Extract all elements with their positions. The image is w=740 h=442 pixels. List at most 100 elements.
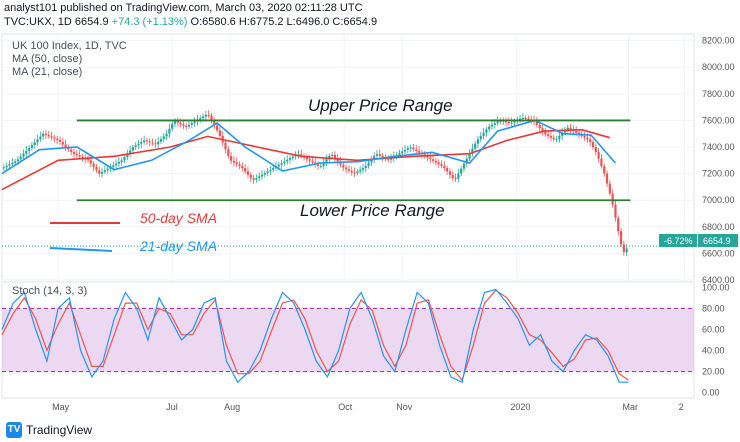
price-y-tick: 8000.00 [702,62,735,72]
candle-body [129,150,132,154]
candle-body [300,154,303,156]
time-tick: 2020 [510,402,530,412]
ma21-legend: MA (21, close) [12,66,83,78]
candle-body [165,133,168,137]
last-price: 6654.9 [74,16,109,28]
candle-body [249,174,252,179]
candle-body [468,153,471,159]
tradingview-name: TradingView [26,423,93,437]
candle-body [331,154,334,156]
price-badge-text: 6654.9 [703,236,731,246]
lower-range-label: Lower Price Range [300,201,445,220]
candle-body [350,170,353,173]
candle-body [272,168,275,170]
stoch-y-tick: 80.00 [702,303,725,313]
candle-body [406,148,409,150]
candle-body [64,144,67,148]
price-y-tick: 7400.00 [702,142,735,152]
candle-body [244,168,247,172]
candle-body [387,159,390,161]
candle-body [476,139,480,144]
candle-body [549,135,553,138]
change-badge-text: -6.72% [664,236,693,246]
candle-body [457,173,460,179]
candle-body [454,178,457,180]
candle-body [148,141,151,143]
candle-body [126,153,129,157]
candle-body [465,158,468,164]
candle-body [19,156,22,160]
candle-body [364,165,367,169]
candle-body [375,154,379,156]
candle-body [614,204,617,218]
candle-body [538,124,541,129]
candle-body [558,135,561,140]
candle-body [443,165,446,169]
candle-body [168,128,171,134]
candle-body [605,173,609,184]
candle-body [297,154,300,156]
candle-body [201,116,205,119]
candle-body [280,163,283,165]
candle-body [207,114,210,116]
candle-body [269,169,272,172]
candle-body [283,161,286,164]
candle-body [291,156,294,159]
candle-body [232,160,236,163]
candle-body [575,130,578,133]
time-tick: Nov [396,402,413,412]
candle-body [117,161,120,164]
candle-body [134,145,137,148]
price-pane [1,33,695,281]
price-badges: -6.72% 6654.9 [659,234,738,247]
candle-body [603,166,606,174]
candle-body [591,142,595,148]
candle-body [173,120,177,124]
time-tick: Jul [166,402,178,412]
candle-body [513,121,516,123]
candle-body [98,170,101,174]
candle-body [412,147,415,150]
candle-body [53,137,56,139]
candle-body [106,168,109,171]
candle-body [507,121,510,123]
candle-body [145,140,149,142]
candle-body [583,135,586,138]
candle-body [356,171,359,174]
time-tick: Mar [623,402,639,412]
ma21-key-line [49,247,113,252]
stoch-band [2,308,694,372]
candle-body [114,163,118,166]
candle-body [460,168,463,174]
candle-body [622,244,625,253]
candle-body [224,142,227,150]
candle-body [336,158,339,162]
candle-body [561,132,564,136]
candle-body [510,122,513,124]
upper-range-label: Upper Price Range [308,96,453,115]
candle-body [541,128,544,132]
candle-body [187,124,191,127]
candle-body [524,117,527,119]
candle-body [462,163,466,169]
stoch-y-axis: 0.00 20.00 40.00 60.00 80.00 100.00 [702,282,730,397]
candle-body [398,153,401,155]
candle-body [263,173,266,175]
candle-body [521,117,524,119]
candle-body [608,183,611,194]
candle-body [342,164,345,168]
candle-body [47,134,50,137]
candle-body [199,118,202,120]
candle-body [123,157,126,161]
ohlc-values: O:6580.6 H:6775.2 L:6496.0 C:6654.9 [190,16,378,28]
time-tick: 2 [679,402,684,412]
tradingview-brand[interactable]: TV TradingView [6,422,92,438]
candle-body [162,136,165,140]
symbol-line: TVC:UKX, 1D 6654.9 +74.3 (+1.13%) O:6580… [4,16,377,28]
candle-body [151,142,154,144]
candle-body [437,162,440,165]
candle-body [544,131,547,135]
candle-body [373,155,376,160]
change-badge [659,234,697,247]
candle-body [378,154,381,156]
